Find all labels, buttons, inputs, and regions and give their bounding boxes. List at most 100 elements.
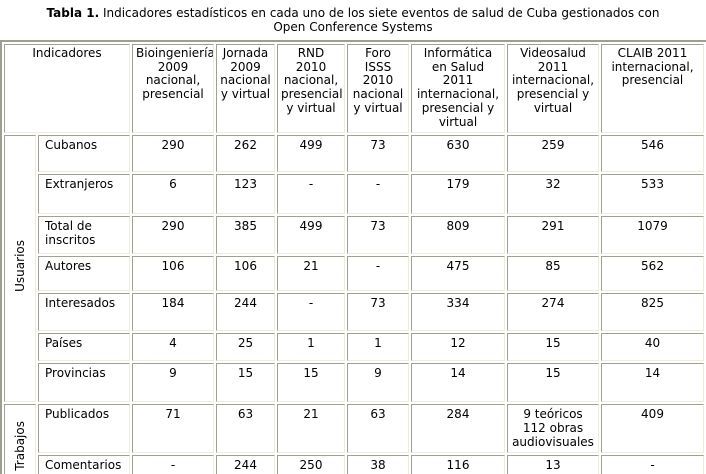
- table-row: Autores 106 106 21-475 85 562: [4, 255, 704, 291]
- table-row: Extranjeros 6 123- -179 32 533: [4, 173, 704, 214]
- table-row: Comentarios -244 250 38 116 13-: [4, 454, 704, 474]
- value-cell: 4: [132, 332, 214, 361]
- value-cell: -: [277, 292, 345, 331]
- value-cell: 334: [411, 292, 505, 331]
- value-cell: 14: [411, 362, 505, 402]
- indicator-label: Autores: [38, 255, 130, 291]
- indicator-label: Provincias: [38, 362, 130, 402]
- column-header-claib-2011: CLAIB 2011 internacional, presencial: [601, 43, 704, 133]
- indicator-label: Países: [38, 332, 130, 361]
- value-cell: 71: [132, 403, 214, 453]
- value-cell: 106: [132, 255, 214, 291]
- table-row: Usuarios Cubanos 290 262 499 73 630 259 546: [4, 134, 704, 402]
- column-header-jornada-2009: Jornada 2009 nacional y virtual: [216, 43, 275, 133]
- value-cell: 290: [132, 215, 214, 254]
- value-cell: 73: [347, 292, 409, 331]
- value-cell: 1079: [601, 215, 704, 254]
- indicator-label: Cubanos: [38, 134, 130, 172]
- value-cell: 1: [277, 332, 345, 361]
- value-cell: 809: [411, 215, 505, 254]
- value-cell: 15: [507, 362, 599, 402]
- value-cell: 12: [411, 332, 505, 361]
- value-cell: 825: [601, 292, 704, 331]
- value-cell: 179: [411, 173, 505, 214]
- table-row: Total de inscritos 290 385 499 73 809 291 1079: [4, 215, 704, 254]
- table-body: Usuarios Cubanos 290 262 499 73 630 259 546 Extra…: [4, 134, 704, 474]
- table-row: Provincias 9 15 15 9 14 15 14: [4, 362, 704, 402]
- table-caption-label: Tabla 1.: [46, 6, 100, 20]
- value-cell: 184: [132, 292, 214, 331]
- value-cell: 290: [132, 134, 214, 172]
- header-row: Indicadores Bioingeniería 2009 nacional,…: [4, 43, 704, 133]
- events-table: Indicadores Bioingeniería 2009 nacional,…: [0, 39, 706, 474]
- value-cell: 21: [277, 255, 345, 291]
- value-cell: -: [601, 454, 704, 474]
- value-cell: 14: [601, 362, 704, 402]
- value-cell: 123: [216, 173, 275, 214]
- value-cell: 250: [277, 454, 345, 474]
- value-cell: 73: [347, 134, 409, 172]
- column-header-rnd-2010: RND 2010 nacional, presencial y virtual: [277, 43, 345, 133]
- value-cell: 274: [507, 292, 599, 331]
- value-cell: -: [347, 255, 409, 291]
- row-group-cell-usuarios: Usuarios: [4, 134, 36, 402]
- column-header-videosalud-2011: Videosalud 2011 internacional, presencia…: [507, 43, 599, 133]
- indicator-label: Comentarios: [38, 454, 130, 474]
- value-cell: 291: [507, 215, 599, 254]
- table-caption-text: Indicadores estadísticos en cada uno de …: [102, 6, 660, 35]
- column-header-bioingenieria-2009: Bioingeniería 2009 nacional, presencial: [132, 43, 214, 133]
- value-cell: 284: [411, 403, 505, 453]
- table-row: Países 4 25 1 1 12 15 40: [4, 332, 704, 361]
- row-group-label: Trabajos: [12, 420, 27, 471]
- value-cell: 63: [216, 403, 275, 453]
- value-cell: 40: [601, 332, 704, 361]
- value-cell: 499: [277, 215, 345, 254]
- value-cell: -: [347, 173, 409, 214]
- value-cell: 32: [507, 173, 599, 214]
- value-cell: 499: [277, 134, 345, 172]
- indicator-label: Extranjeros: [38, 173, 130, 214]
- value-cell: -: [277, 173, 345, 214]
- value-cell: 262: [216, 134, 275, 172]
- value-cell: 73: [347, 215, 409, 254]
- value-cell: 259: [507, 134, 599, 172]
- value-cell: 6: [132, 173, 214, 214]
- value-cell: 562: [601, 255, 704, 291]
- value-cell: 409: [601, 403, 704, 453]
- value-cell: 15: [507, 332, 599, 361]
- value-cell: 116: [411, 454, 505, 474]
- value-cell: 21: [277, 403, 345, 453]
- value-cell: 85: [507, 255, 599, 291]
- table-header: Indicadores Bioingeniería 2009 nacional,…: [4, 43, 704, 133]
- row-group-cell-trabajos: Trabajos: [4, 403, 36, 474]
- column-header-indicadores: Indicadores: [4, 43, 130, 133]
- table-row: Interesados 184 244-73 334 274 825: [4, 292, 704, 331]
- value-cell: 63: [347, 403, 409, 453]
- column-header-informatica-en-salud-2011: Informática en Salud 2011 internacional,…: [411, 43, 505, 133]
- value-cell: -: [132, 454, 214, 474]
- value-cell: 385: [216, 215, 275, 254]
- table-caption: Tabla 1. Indicadores estadísticos en cad…: [0, 0, 706, 35]
- value-cell: 1: [347, 332, 409, 361]
- value-cell: 9: [132, 362, 214, 402]
- value-cell: 13: [507, 454, 599, 474]
- indicator-label: Interesados: [38, 292, 130, 331]
- value-cell: 9: [347, 362, 409, 402]
- value-cell: 244: [216, 292, 275, 331]
- value-cell: 533: [601, 173, 704, 214]
- indicator-label: Total de inscritos: [38, 215, 130, 254]
- column-header-foro-isss-2010: Foro ISSS 2010 nacional y virtual: [347, 43, 409, 133]
- table-row: Trabajos Publicados 71 63 21 63 284 9 teóricos …: [4, 403, 704, 474]
- row-group-label: Usuarios: [12, 240, 27, 293]
- value-cell: 106: [216, 255, 275, 291]
- value-cell: 475: [411, 255, 505, 291]
- value-cell: 25: [216, 332, 275, 361]
- value-cell: 9 teóricos 112 obras audiovisuales: [507, 403, 599, 453]
- value-cell: 15: [277, 362, 345, 402]
- value-cell: 630: [411, 134, 505, 172]
- value-cell: 244: [216, 454, 275, 474]
- indicator-label: Publicados: [38, 403, 130, 453]
- value-cell: 15: [216, 362, 275, 402]
- value-cell: 546: [601, 134, 704, 172]
